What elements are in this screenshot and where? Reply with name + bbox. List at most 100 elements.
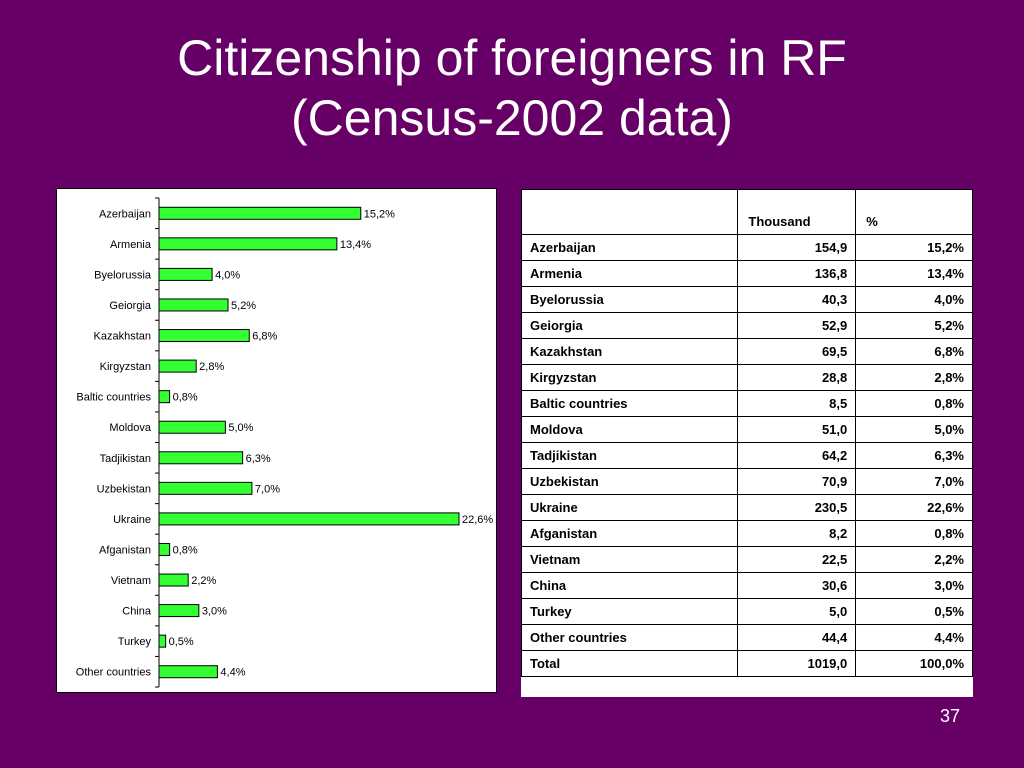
table-row: Kirgyzstan 28,8 2,8%: [520, 364, 973, 391]
chart-bar: [158, 329, 250, 343]
chart-category-label: Azerbaijan: [99, 208, 151, 220]
chart-data-label: 0,8%: [173, 392, 198, 404]
chart-data-label: 22,6%: [462, 514, 493, 526]
table-cell-percent: 0,8%: [855, 390, 973, 417]
table-body: Azerbaijan 154,9 15,2% Armenia 136,8 13,4% Bye…: [520, 234, 973, 677]
chart-category-label: Vietnam: [111, 575, 151, 587]
table-header-row: Thousand %: [520, 189, 973, 235]
table-cell-country: Ukraine: [520, 494, 739, 521]
chart-data-label: 0,5%: [169, 636, 194, 648]
table-cell-country: Afganistan: [520, 520, 739, 547]
bar-chart: Azerbaijan 15,2% Armenia 13,4% Byelorussia 4,…: [56, 188, 497, 693]
page-number: 37: [939, 706, 960, 726]
chart-data-label: 6,8%: [252, 331, 277, 343]
slide-title: Citizenship of foreigners in RF (Census-…: [0, 28, 1024, 148]
table-cell-thousand: 8,5: [737, 390, 857, 417]
chart-bar: [158, 573, 189, 587]
chart-data-label: 2,2%: [191, 575, 216, 587]
table-cell-percent: 5,2%: [855, 312, 973, 339]
chart-category-label: Kazakhstan: [94, 331, 151, 343]
chart-category-label: Moldova: [109, 422, 151, 434]
table-cell-thousand: 22,5: [737, 546, 857, 573]
chart-data-label: 5,2%: [231, 300, 256, 312]
chart-bar: [158, 665, 218, 679]
chart-bar: [158, 237, 338, 251]
table-cell-country: Other countries: [520, 624, 739, 651]
table-cell-thousand: 154,9: [737, 234, 857, 261]
table-cell-country: Turkey: [520, 598, 739, 625]
table-cell-country: Total: [520, 650, 739, 677]
chart-data-label: 13,4%: [340, 239, 371, 251]
table-cell-country: Armenia: [520, 260, 739, 287]
table-cell-percent: 5,0%: [855, 416, 973, 443]
chart-bar: [158, 634, 167, 648]
table-cell-percent: 7,0%: [855, 468, 973, 495]
chart-category-label: Geiorgia: [109, 300, 151, 312]
table-cell-thousand: 69,5: [737, 338, 857, 365]
table-cell-thousand: 8,2: [737, 520, 857, 547]
chart-category-label: China: [122, 606, 152, 618]
table-cell-percent: 22,6%: [855, 494, 973, 521]
chart-category-label: Uzbekistan: [97, 483, 151, 495]
table-cell-percent: 0,5%: [855, 598, 973, 625]
chart-bar: [158, 298, 229, 312]
chart-bar: [158, 359, 197, 373]
table-cell-thousand: 70,9: [737, 468, 857, 495]
chart-bar: [158, 604, 200, 618]
table-row: Turkey 5,0 0,5%: [520, 598, 973, 625]
title-line-2: (Census-2002 data): [291, 90, 733, 146]
chart-bar: [158, 420, 226, 434]
table-row: Vietnam 22,5 2,2%: [520, 546, 973, 573]
table-cell-percent: 0,8%: [855, 520, 973, 547]
table-row: Ukraine 230,5 22,6%: [520, 494, 973, 521]
table-cell-percent: 6,3%: [855, 442, 973, 469]
table-row: Azerbaijan 154,9 15,2%: [520, 234, 973, 261]
data-table: Thousand % Azerbaijan 154,9 15,2% Armenia 13…: [520, 189, 973, 677]
table-cell-thousand: 28,8: [737, 364, 857, 391]
chart-category-label: Turkey: [118, 636, 152, 648]
table-cell-country: Geiorgia: [520, 312, 739, 339]
chart-data-label: 2,8%: [199, 361, 224, 373]
table-row: Uzbekistan 70,9 7,0%: [520, 468, 973, 495]
chart-data-label: 15,2%: [364, 208, 395, 220]
table-cell-thousand: 51,0: [737, 416, 857, 443]
table-cell-country: China: [520, 572, 739, 599]
table-row: China 30,6 3,0%: [520, 572, 973, 599]
chart-bar: [158, 451, 244, 465]
table-cell-thousand: 5,0: [737, 598, 857, 625]
chart-category-label: Kirgyzstan: [100, 361, 151, 373]
table-row: Total 1019,0 100,0%: [520, 650, 973, 677]
chart-category-label: Afganistan: [99, 544, 151, 556]
chart-bar: [158, 512, 460, 526]
data-table-container: Thousand % Azerbaijan 154,9 15,2% Armenia 13…: [520, 189, 973, 697]
table-cell-country: Vietnam: [520, 546, 739, 573]
table-row: Tadjikistan 64,2 6,3%: [520, 442, 973, 469]
table-cell-country: Uzbekistan: [520, 468, 739, 495]
table-cell-percent: 6,8%: [855, 338, 973, 365]
table-cell-thousand: 40,3: [737, 286, 857, 313]
table-cell-thousand: 230,5: [737, 494, 857, 521]
chart-bar: [158, 206, 362, 220]
table-row: Other countries 44,4 4,4%: [520, 624, 973, 651]
table-row: Baltic countries 8,5 0,8%: [520, 390, 973, 417]
table-header-country: [520, 189, 739, 235]
chart-data-label: 3,0%: [202, 606, 227, 618]
chart-category-label: Ukraine: [113, 514, 151, 526]
table-cell-country: Baltic countries: [520, 390, 739, 417]
chart-data-label: 0,8%: [173, 544, 198, 556]
table-cell-thousand: 64,2: [737, 442, 857, 469]
chart-category-label: Byelorussia: [94, 269, 152, 281]
table-cell-thousand: 52,9: [737, 312, 857, 339]
table-row: Moldova 51,0 5,0%: [520, 416, 973, 443]
chart-data-label: 5,0%: [228, 422, 253, 434]
table-cell-thousand: 30,6: [737, 572, 857, 599]
chart-data-label: 4,4%: [220, 667, 245, 679]
table-cell-percent: 100,0%: [855, 650, 973, 677]
table-cell-percent: 13,4%: [855, 260, 973, 287]
table-cell-percent: 2,8%: [855, 364, 973, 391]
table-cell-thousand: 1019,0: [737, 650, 857, 677]
table-cell-country: Kazakhstan: [520, 338, 739, 365]
table-cell-country: Moldova: [520, 416, 739, 443]
chart-category-label: Other countries: [76, 667, 152, 679]
